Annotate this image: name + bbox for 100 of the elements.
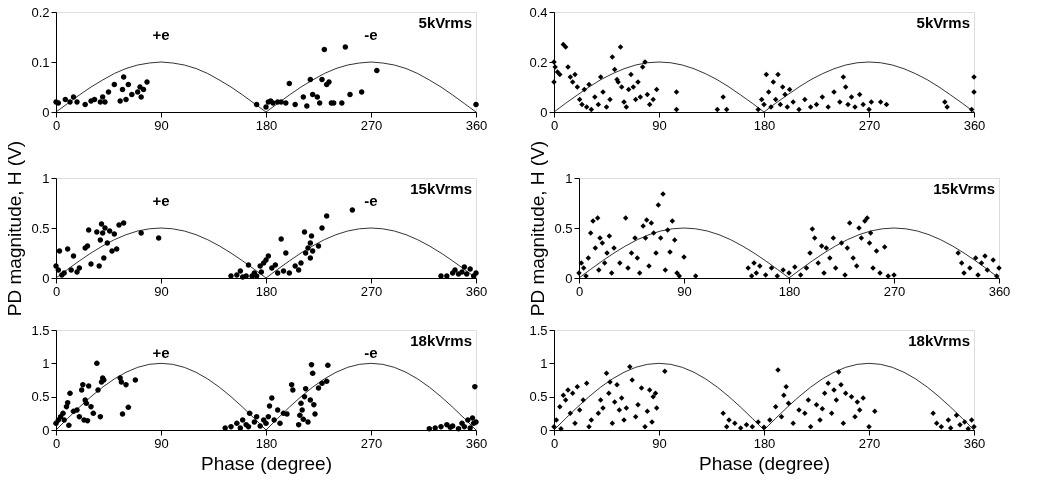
x-tick-label: 90: [677, 283, 692, 299]
annotation: -e: [364, 26, 378, 43]
point: [140, 86, 147, 93]
x-tick-label: 270: [360, 117, 383, 133]
point: [144, 79, 150, 85]
x-axis-title: Phase (degree): [201, 452, 332, 474]
annotation: 18kVrms: [410, 332, 472, 349]
x-tick-label: 0: [550, 117, 559, 133]
y-tick-label: 0.5: [31, 389, 50, 405]
y-axis-title: PD magnitude, H (V): [527, 140, 549, 317]
point: [286, 80, 293, 87]
x-tick-label: 90: [154, 117, 169, 133]
point: [283, 100, 289, 106]
x-tick-label: 90: [652, 117, 667, 133]
annotation: +e: [152, 344, 170, 361]
y-tick-label: 0: [42, 270, 50, 286]
x-tick-label: 0: [52, 435, 61, 451]
x-tick-label: 180: [753, 435, 776, 451]
point: [342, 44, 349, 50]
y-tick-label: 1: [42, 355, 50, 371]
point: [304, 103, 310, 109]
y-tick-label: 0.5: [554, 220, 573, 236]
annotation: -e: [364, 192, 378, 209]
point: [125, 81, 132, 88]
point: [309, 91, 316, 98]
x-tick-label: 360: [465, 435, 488, 451]
x-tick-label: 180: [753, 117, 776, 133]
y-tick-label: 0.2: [31, 4, 50, 20]
point: [117, 98, 123, 104]
x-tick-label: 180: [778, 283, 801, 299]
x-tick-label: 270: [858, 435, 881, 451]
point: [314, 94, 321, 100]
x-tick-label: 270: [360, 435, 383, 451]
annotation: 5kVrms: [418, 14, 472, 31]
annotation: +e: [152, 192, 170, 209]
y-tick-label: 0: [42, 422, 50, 438]
annotation: 15kVrms: [933, 180, 995, 197]
point: [134, 89, 141, 95]
x-tick-label: 360: [963, 117, 986, 133]
y-tick-label: 0: [540, 104, 548, 120]
y-axis-title: PD magnitude, H (V): [4, 140, 26, 317]
point: [292, 101, 298, 108]
point: [74, 99, 80, 105]
point: [316, 100, 323, 106]
y-tick-label: 1: [540, 355, 548, 371]
point: [374, 67, 380, 74]
point: [105, 89, 112, 95]
y-tick-label: 0.4: [529, 4, 548, 20]
y-tick-label: 1: [42, 170, 50, 186]
point: [120, 74, 127, 80]
x-tick-label: 180: [255, 283, 278, 299]
point: [319, 76, 325, 83]
point: [97, 99, 104, 105]
x-tick-label: 180: [255, 435, 278, 451]
x-tick-label: 270: [883, 283, 906, 299]
x-tick-label: 270: [360, 283, 383, 299]
point: [129, 91, 135, 98]
y-tick-label: 0: [565, 270, 573, 286]
point: [339, 100, 345, 106]
x-tick-label: 90: [652, 435, 667, 451]
annotation: 15kVrms: [410, 180, 472, 197]
x-tick-label: 270: [858, 117, 881, 133]
x-tick-label: 0: [575, 283, 584, 299]
point: [300, 94, 307, 100]
point: [347, 91, 353, 98]
point: [119, 86, 126, 93]
y-tick-label: 0.2: [529, 54, 548, 70]
x-tick-label: 360: [465, 117, 488, 133]
y-tick-label: 0.1: [31, 54, 50, 70]
point: [358, 89, 365, 95]
annotation: -e: [364, 344, 378, 361]
point: [138, 94, 144, 100]
annotation: 5kVrms: [916, 14, 970, 31]
y-tick-label: 1: [565, 170, 573, 186]
x-tick-label: 0: [52, 283, 61, 299]
point: [123, 96, 129, 103]
x-tick-label: 0: [550, 435, 559, 451]
y-tick-label: 1.5: [529, 322, 548, 338]
y-tick-label: 0: [42, 104, 50, 120]
point: [62, 96, 69, 103]
point: [263, 104, 269, 110]
point: [321, 46, 328, 53]
y-tick-label: 0.5: [529, 389, 548, 405]
point: [473, 101, 479, 108]
point: [82, 101, 88, 108]
point: [102, 99, 108, 105]
annotation: 18kVrms: [908, 332, 970, 349]
x-tick-label: 90: [154, 283, 169, 299]
x-tick-label: 360: [465, 283, 488, 299]
point: [91, 96, 98, 103]
x-tick-label: 360: [963, 435, 986, 451]
y-tick-label: 0.5: [31, 220, 50, 236]
x-tick-label: 0: [52, 117, 61, 133]
x-tick-label: 180: [255, 117, 278, 133]
x-tick-label: 90: [154, 435, 169, 451]
x-tick-label: 360: [988, 283, 1011, 299]
annotation: +e: [152, 26, 170, 43]
y-tick-label: 0: [540, 422, 548, 438]
x-axis-title: Phase (degree): [699, 452, 830, 474]
point: [99, 94, 106, 100]
